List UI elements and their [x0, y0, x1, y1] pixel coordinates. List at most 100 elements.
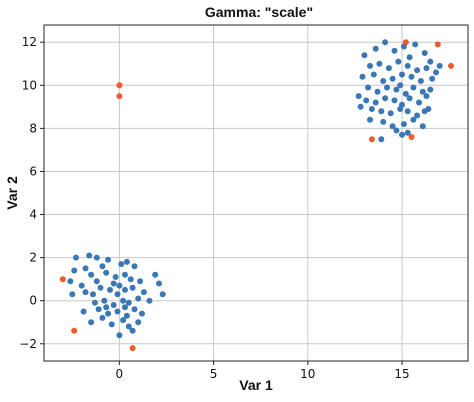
- inlier-point: [387, 110, 394, 117]
- inlier-point: [395, 58, 402, 65]
- y-tick-label: 2: [29, 251, 37, 265]
- inlier-point: [423, 65, 430, 72]
- inlier-point: [410, 84, 417, 91]
- inlier-point: [361, 52, 368, 59]
- y-tick-label: 0: [29, 294, 37, 308]
- inlier-point: [114, 308, 121, 315]
- axis-ticks: 0 5 10 15 −2 0 2 4 6 8 10 12: [19, 35, 409, 381]
- inlier-point: [391, 97, 398, 104]
- inlier-point: [82, 265, 89, 272]
- inlier-point: [425, 106, 432, 112]
- inlier-point: [419, 123, 426, 130]
- y-tick-label: 12: [22, 35, 37, 49]
- inlier-point: [129, 284, 136, 291]
- inlier-point: [125, 299, 132, 306]
- inlier-point: [137, 278, 144, 285]
- inlier-point: [376, 60, 383, 67]
- inlier-point: [382, 39, 389, 46]
- inlier-point: [80, 308, 87, 315]
- inlier-point: [399, 131, 405, 138]
- inlier-point: [129, 327, 136, 334]
- inlier-point: [427, 86, 434, 93]
- inlier-point: [88, 319, 95, 326]
- inlier-point: [120, 297, 127, 304]
- y-tick-label: 10: [22, 78, 37, 92]
- inlier-point: [368, 106, 375, 112]
- inlier-point: [73, 254, 79, 261]
- inlier-point: [95, 306, 102, 313]
- inlier-point: [416, 99, 422, 106]
- inlier-point: [399, 71, 405, 78]
- chart-title: Gamma: "scale": [205, 4, 313, 20]
- inlier-point: [78, 282, 85, 289]
- outlier-point: [434, 41, 441, 48]
- inlier-point: [122, 286, 128, 293]
- inlier-point: [397, 106, 404, 112]
- inlier-point: [105, 310, 112, 317]
- inlier-point: [421, 50, 428, 56]
- inlier-point: [91, 299, 98, 306]
- inlier-point: [367, 116, 373, 123]
- outlier-point: [116, 82, 123, 89]
- x-tick-label: 15: [394, 367, 409, 381]
- inlier-point: [410, 116, 417, 123]
- inlier-point: [93, 254, 100, 261]
- inlier-point: [404, 129, 411, 136]
- outlier-point: [368, 136, 375, 143]
- inlier-point: [393, 86, 400, 93]
- inlier-point: [116, 282, 123, 289]
- inlier-point: [400, 121, 407, 128]
- x-tick-label: 5: [210, 367, 218, 381]
- inlier-point: [433, 69, 439, 76]
- inlier-point: [436, 62, 443, 69]
- inlier-point: [108, 321, 115, 328]
- inlier-point: [397, 82, 404, 89]
- inlier-point: [131, 263, 138, 270]
- inlier-point: [116, 332, 123, 339]
- inlier-point: [374, 88, 381, 95]
- inlier-point: [123, 312, 130, 319]
- inlier-point: [131, 306, 138, 313]
- inlier-point: [378, 108, 385, 115]
- inlier-point: [423, 93, 430, 100]
- y-tick-label: 8: [29, 121, 37, 135]
- inlier-point: [372, 45, 379, 52]
- inlier-point: [380, 118, 387, 125]
- y-tick-label: 4: [29, 208, 37, 222]
- inlier-point: [110, 280, 117, 287]
- inlier-point: [86, 252, 93, 259]
- inlier-point: [427, 58, 434, 65]
- data-points: [59, 39, 454, 352]
- inlier-point: [127, 276, 134, 283]
- inlier-point: [152, 271, 159, 278]
- inlier-point: [67, 278, 74, 285]
- inlier-point: [380, 78, 387, 84]
- inlier-point: [429, 75, 436, 82]
- y-tick-label: 6: [29, 164, 37, 178]
- inlier-point: [69, 291, 76, 298]
- inlier-point: [135, 319, 142, 326]
- outlier-point: [71, 327, 78, 334]
- inlier-point: [389, 75, 396, 82]
- inlier-point: [93, 278, 100, 285]
- x-axis-label: Var 1: [239, 377, 273, 393]
- inlier-point: [406, 95, 413, 102]
- inlier-point: [367, 62, 373, 69]
- inlier-point: [146, 297, 153, 304]
- inlier-point: [107, 286, 113, 293]
- inlier-point: [99, 314, 106, 321]
- inlier-point: [378, 136, 385, 143]
- inlier-point: [414, 112, 421, 119]
- inlier-point: [122, 271, 128, 278]
- outlier-point: [129, 345, 136, 352]
- outlier-point: [448, 62, 454, 69]
- inlier-point: [125, 323, 132, 330]
- inlier-point: [101, 297, 108, 304]
- outlier-point: [59, 276, 66, 283]
- inlier-point: [408, 73, 415, 80]
- y-axis-label: Var 2: [4, 176, 20, 210]
- inlier-point: [419, 88, 426, 95]
- inlier-point: [159, 291, 166, 298]
- inlier-point: [103, 269, 110, 276]
